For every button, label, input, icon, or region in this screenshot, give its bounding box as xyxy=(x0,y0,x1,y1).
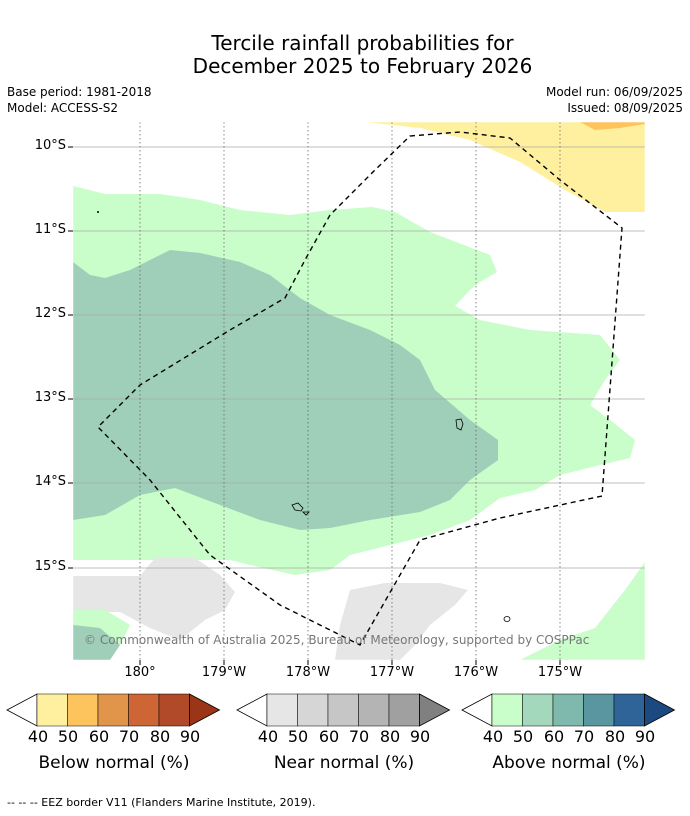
colorbar-tick: 70 xyxy=(573,727,595,746)
copyright-notice: © Commonwealth of Australia 2025, Bureau… xyxy=(84,633,590,647)
colorbar-tick: 40 xyxy=(482,727,504,746)
colorbar-tick: 50 xyxy=(287,727,309,746)
colorbar-max-arrow xyxy=(644,693,676,727)
lon-label: 179°W xyxy=(201,665,247,680)
colorbar-min-arrow xyxy=(6,693,38,727)
above-normal-region-sw-50 xyxy=(73,625,120,660)
colorbar-tick: 70 xyxy=(118,727,140,746)
lon-label: 177°W xyxy=(369,665,415,680)
colorbar-max-arrow xyxy=(419,693,451,727)
colorbar-swatch xyxy=(327,693,359,727)
lon-label: 178°W xyxy=(285,665,331,680)
longitude-grid xyxy=(139,122,561,660)
eez-border xyxy=(97,131,623,646)
colorbar-tick: 50 xyxy=(512,727,534,746)
lat-label: 11°S xyxy=(34,222,66,237)
colorbar-tick: 40 xyxy=(27,727,49,746)
colorbar-swatch xyxy=(266,693,298,727)
issued-date: Issued: 08/09/2025 xyxy=(567,101,683,115)
colorbar-label-near: Near normal (%) xyxy=(273,753,415,773)
lat-label: 14°S xyxy=(34,474,66,489)
colorbar-swatch xyxy=(522,693,554,727)
above-normal-region-50 xyxy=(73,250,498,530)
island xyxy=(97,211,99,213)
below-normal-region-50 xyxy=(580,122,645,130)
model-name: Model: ACCESS-S2 xyxy=(7,101,119,115)
colorbars xyxy=(6,693,676,727)
colorbar-tick: 60 xyxy=(88,727,110,746)
colorbar-swatch xyxy=(297,693,329,727)
colorbar-swatch xyxy=(388,693,420,727)
colorbar-max-arrow xyxy=(189,693,221,727)
colorbar-swatch xyxy=(552,693,584,727)
above-normal-region-se xyxy=(520,562,645,660)
colorbar-tick: 40 xyxy=(257,727,279,746)
lon-label: 180° xyxy=(124,665,156,680)
colorbar-tick: 80 xyxy=(379,727,401,746)
colorbar-swatch xyxy=(97,693,129,727)
colorbar-min-arrow xyxy=(461,693,493,727)
island xyxy=(503,616,511,622)
colorbar-tick: 90 xyxy=(634,727,656,746)
title-line-1: Tercile rainfall probabilities for xyxy=(211,31,514,55)
island xyxy=(291,502,304,512)
base-period: Base period: 1981-2018 xyxy=(7,85,152,99)
colorbar-tick: 50 xyxy=(57,727,79,746)
colorbar-tick: 90 xyxy=(179,727,201,746)
latitude-grid xyxy=(73,146,645,569)
island xyxy=(455,418,464,431)
colorbar-tick: 90 xyxy=(409,727,431,746)
axis-ticks xyxy=(68,146,561,665)
meta-right: Model run: 06/09/2025 Issued: 08/09/2025 xyxy=(546,84,683,116)
lat-label: 15°S xyxy=(34,559,66,574)
meta-left: Base period: 1981-2018 Model: ACCESS-S2 xyxy=(7,84,152,116)
colorbar-swatch xyxy=(613,693,645,727)
colorbar-tick: 60 xyxy=(318,727,340,746)
lat-label: 13°S xyxy=(34,390,66,405)
colorbar-tick: 70 xyxy=(348,727,370,746)
lat-label: 10°S xyxy=(34,138,66,153)
colorbar-swatch xyxy=(158,693,190,727)
colorbar-tick: 80 xyxy=(604,727,626,746)
colorbar-swatch xyxy=(36,693,68,727)
map-title: Tercile rainfall probabilities for Decem… xyxy=(0,32,690,78)
colorbar-swatch xyxy=(583,693,615,727)
near-normal-region-west xyxy=(73,558,235,640)
colorbar-tick: 60 xyxy=(543,727,565,746)
colorbar-min-arrow xyxy=(236,693,268,727)
colorbar-label-above: Above normal (%) xyxy=(492,753,646,773)
map-frame xyxy=(72,121,646,661)
lat-label: 12°S xyxy=(34,306,66,321)
colorbar-label-below: Below normal (%) xyxy=(38,753,190,773)
colorbar-swatch xyxy=(128,693,160,727)
colorbar-swatch xyxy=(491,693,523,727)
lon-label: 176°W xyxy=(453,665,499,680)
lon-label: 175°W xyxy=(537,665,583,680)
colorbar-tick: 80 xyxy=(149,727,171,746)
title-line-2: December 2025 to February 2026 xyxy=(192,54,533,78)
model-run: Model run: 06/09/2025 xyxy=(545,85,683,99)
eez-legend-note: -- -- -- EEZ border V11 (Flanders Marine… xyxy=(7,796,316,809)
colorbar-swatch xyxy=(358,693,390,727)
colorbar-swatch xyxy=(67,693,99,727)
near-normal-region-east xyxy=(335,583,468,660)
island xyxy=(302,511,310,516)
below-normal-region xyxy=(365,122,645,212)
map-area xyxy=(73,122,645,660)
